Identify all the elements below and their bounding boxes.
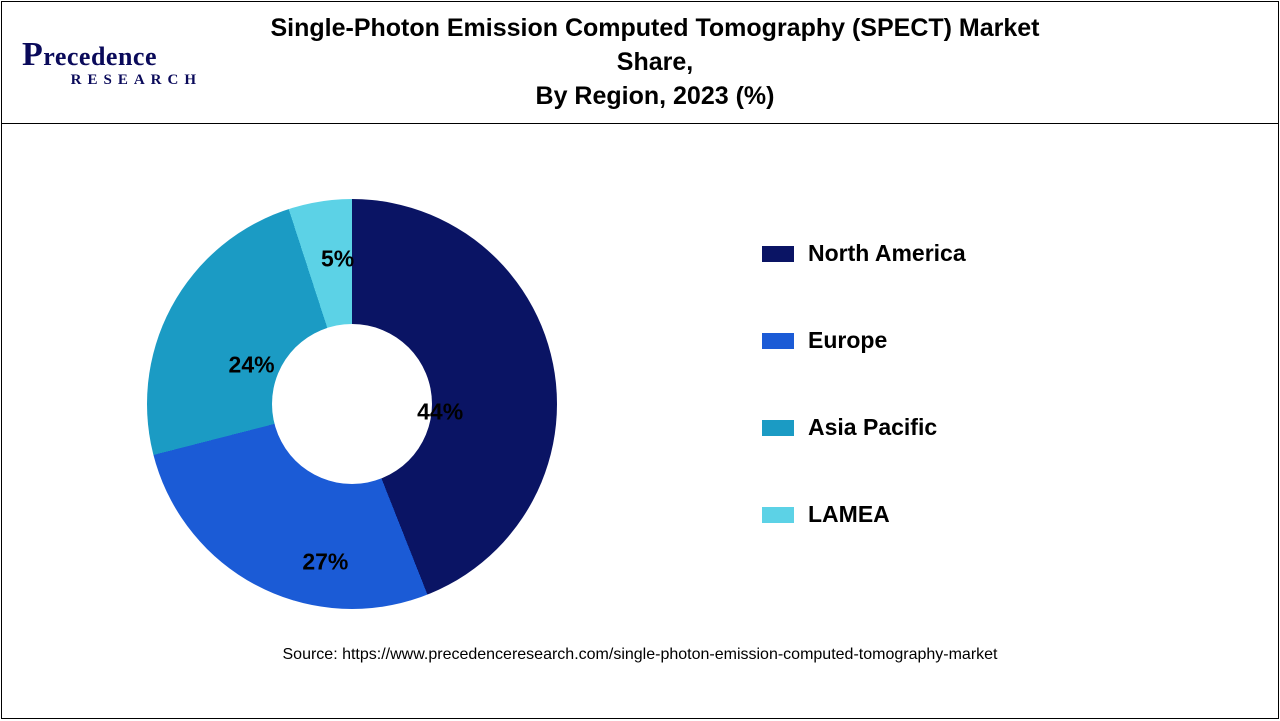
title-line2: By Region, 2023 (%)	[536, 82, 775, 110]
logo-wordmark: Precedence	[22, 36, 157, 74]
slice-label: 44%	[417, 399, 463, 426]
title-line1: Single-Photon Emission Computed Tomograp…	[270, 14, 1039, 76]
legend-swatch	[762, 420, 794, 436]
slice-label: 5%	[321, 245, 354, 272]
legend-label: LAMEA	[808, 501, 890, 528]
logo-cap: P	[22, 36, 43, 73]
legend-swatch	[762, 507, 794, 523]
legend-item: Europe	[762, 327, 1278, 354]
logo-rest: recedence	[43, 42, 157, 71]
chart-title: Single-Photon Emission Computed Tomograp…	[232, 12, 1078, 113]
donut-wrap: 44% 27% 24% 5%	[2, 124, 702, 684]
outer-frame: Precedence RESEARCH Single-Photon Emissi…	[1, 1, 1279, 719]
donut-hole	[272, 324, 432, 484]
header: Precedence RESEARCH Single-Photon Emissi…	[2, 2, 1278, 124]
logo: Precedence RESEARCH	[22, 36, 202, 89]
legend-swatch	[762, 333, 794, 349]
legend-label: Asia Pacific	[808, 414, 937, 441]
legend-label: Europe	[808, 327, 887, 354]
source-footer: Source: https://www.precedenceresearch.c…	[2, 646, 1278, 664]
legend-item: LAMEA	[762, 501, 1278, 528]
title-wrap: Single-Photon Emission Computed Tomograp…	[232, 12, 1258, 113]
legend-item: North America	[762, 240, 1278, 267]
legend-swatch	[762, 246, 794, 262]
legend-label: North America	[808, 240, 966, 267]
slice-label: 24%	[229, 352, 275, 379]
legend-item: Asia Pacific	[762, 414, 1278, 441]
chart-zone: 44% 27% 24% 5% North America Europe Asia Paci…	[2, 124, 1278, 684]
logo-subtext: RESEARCH	[22, 72, 202, 89]
slice-label: 27%	[302, 549, 348, 576]
legend: North America Europe Asia Pacific LAMEA	[702, 220, 1278, 588]
